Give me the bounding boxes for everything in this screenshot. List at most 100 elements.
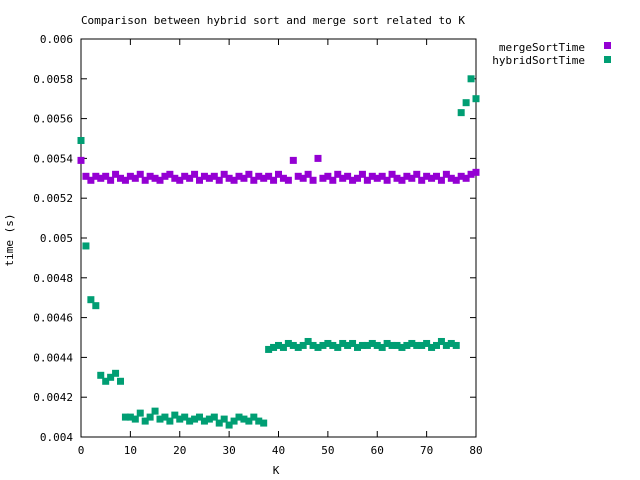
data-point-mergesorttime — [171, 174, 179, 182]
data-point-mergesorttime — [215, 176, 223, 184]
data-point-hybridsorttime — [181, 413, 189, 421]
data-point-mergesorttime — [447, 174, 455, 182]
data-point-mergesorttime — [319, 174, 327, 182]
x-tick-label: 30 — [223, 444, 236, 457]
data-point-hybridsorttime — [117, 377, 124, 385]
y-axis-label: time (s) — [3, 214, 16, 267]
data-point-mergesorttime — [136, 170, 144, 178]
data-point-mergesorttime — [82, 172, 90, 180]
data-point-mergesorttime — [279, 174, 287, 182]
data-point-mergesorttime — [284, 176, 292, 184]
data-point-mergesorttime — [151, 174, 159, 182]
data-point-mergesorttime — [403, 172, 411, 180]
series-mergesorttime — [77, 154, 480, 184]
data-point-hybridsorttime — [398, 343, 406, 351]
data-point-mergesorttime — [299, 174, 307, 182]
series-layer — [77, 75, 480, 429]
legend-swatch-hybridsorttime — [604, 56, 611, 63]
data-point-mergesorttime — [117, 174, 124, 182]
data-point-mergesorttime — [437, 176, 445, 184]
data-point-mergesorttime — [442, 170, 450, 178]
data-point-mergesorttime — [225, 174, 233, 182]
data-point-hybridsorttime — [457, 109, 465, 117]
data-point-mergesorttime — [354, 174, 361, 182]
data-point-hybridsorttime — [245, 417, 253, 425]
data-point-mergesorttime — [141, 176, 149, 184]
data-point-hybridsorttime — [260, 419, 268, 427]
data-point-mergesorttime — [131, 174, 139, 182]
data-point-mergesorttime — [121, 176, 129, 184]
data-point-hybridsorttime — [250, 413, 258, 421]
data-point-hybridsorttime — [151, 407, 159, 415]
data-point-hybridsorttime — [319, 341, 327, 349]
data-point-mergesorttime — [433, 172, 440, 180]
y-axis: 0.004 0.0042 0.0044 0.0046 0.0048 0.005 0.0052… — [33, 33, 476, 444]
data-point-hybridsorttime — [344, 341, 352, 349]
y-tick-label: 0.004 — [40, 431, 73, 444]
data-point-hybridsorttime — [186, 417, 194, 425]
y-tick-label: 0.0042 — [33, 391, 73, 404]
data-point-mergesorttime — [200, 172, 208, 180]
data-point-mergesorttime — [235, 172, 243, 180]
data-point-hybridsorttime — [472, 95, 480, 103]
y-tick-label: 0.0044 — [33, 351, 73, 364]
data-point-hybridsorttime — [136, 409, 144, 417]
legend: mergeSortTime hybridSortTime — [492, 41, 611, 67]
data-point-mergesorttime — [408, 174, 416, 182]
data-point-mergesorttime — [270, 176, 278, 184]
data-point-mergesorttime — [363, 176, 371, 184]
y-tick-label: 0.0058 — [33, 73, 73, 86]
data-point-mergesorttime — [334, 170, 342, 178]
data-point-mergesorttime — [102, 172, 110, 180]
y-tick-label: 0.0048 — [33, 272, 73, 285]
data-point-mergesorttime — [398, 176, 406, 184]
data-point-hybridsorttime — [373, 341, 381, 349]
data-point-mergesorttime — [329, 176, 337, 184]
data-point-mergesorttime — [452, 176, 460, 184]
data-point-hybridsorttime — [418, 341, 426, 349]
data-point-mergesorttime — [428, 174, 436, 182]
x-tick-label: 80 — [469, 444, 482, 457]
legend-entry-mergesorttime: mergeSortTime — [499, 41, 611, 54]
data-point-mergesorttime — [314, 154, 322, 162]
data-point-mergesorttime — [205, 174, 213, 182]
data-point-hybridsorttime — [146, 413, 154, 421]
data-point-mergesorttime — [388, 170, 396, 178]
data-point-hybridsorttime — [314, 343, 322, 351]
data-point-hybridsorttime — [82, 242, 90, 250]
data-point-mergesorttime — [324, 172, 332, 180]
data-point-mergesorttime — [146, 172, 154, 180]
data-point-hybridsorttime — [171, 411, 179, 419]
data-point-mergesorttime — [467, 170, 475, 178]
data-point-mergesorttime — [373, 174, 381, 182]
data-point-hybridsorttime — [107, 373, 115, 381]
data-point-mergesorttime — [166, 170, 174, 178]
data-point-mergesorttime — [156, 176, 164, 184]
legend-swatch-mergesorttime — [604, 42, 611, 49]
data-point-hybridsorttime — [255, 417, 263, 425]
data-point-mergesorttime — [220, 170, 228, 178]
x-tick-label: 60 — [371, 444, 384, 457]
x-axis: 0 10 20 30 40 50 60 70 80 — [78, 39, 483, 457]
data-point-mergesorttime — [275, 170, 282, 178]
series-hybridsorttime — [77, 75, 480, 429]
y-tick-label: 0.006 — [40, 33, 73, 46]
data-point-mergesorttime — [126, 172, 134, 180]
data-point-hybridsorttime — [403, 341, 411, 349]
data-point-hybridsorttime — [126, 413, 134, 421]
plot-frame — [80, 38, 477, 438]
data-point-mergesorttime — [368, 172, 376, 180]
data-point-hybridsorttime — [77, 136, 85, 144]
data-point-hybridsorttime — [131, 415, 139, 423]
data-point-hybridsorttime — [408, 339, 416, 347]
data-point-hybridsorttime — [191, 415, 199, 423]
data-point-hybridsorttime — [462, 99, 470, 107]
data-point-hybridsorttime — [205, 415, 213, 423]
data-point-hybridsorttime — [358, 341, 366, 349]
x-tick-label: 40 — [272, 444, 285, 457]
data-point-mergesorttime — [191, 170, 199, 178]
y-tick-label: 0.0046 — [33, 312, 73, 325]
legend-entry-hybridsorttime: hybridSortTime — [492, 54, 611, 67]
data-point-hybridsorttime — [309, 341, 317, 349]
data-point-hybridsorttime — [289, 341, 297, 349]
